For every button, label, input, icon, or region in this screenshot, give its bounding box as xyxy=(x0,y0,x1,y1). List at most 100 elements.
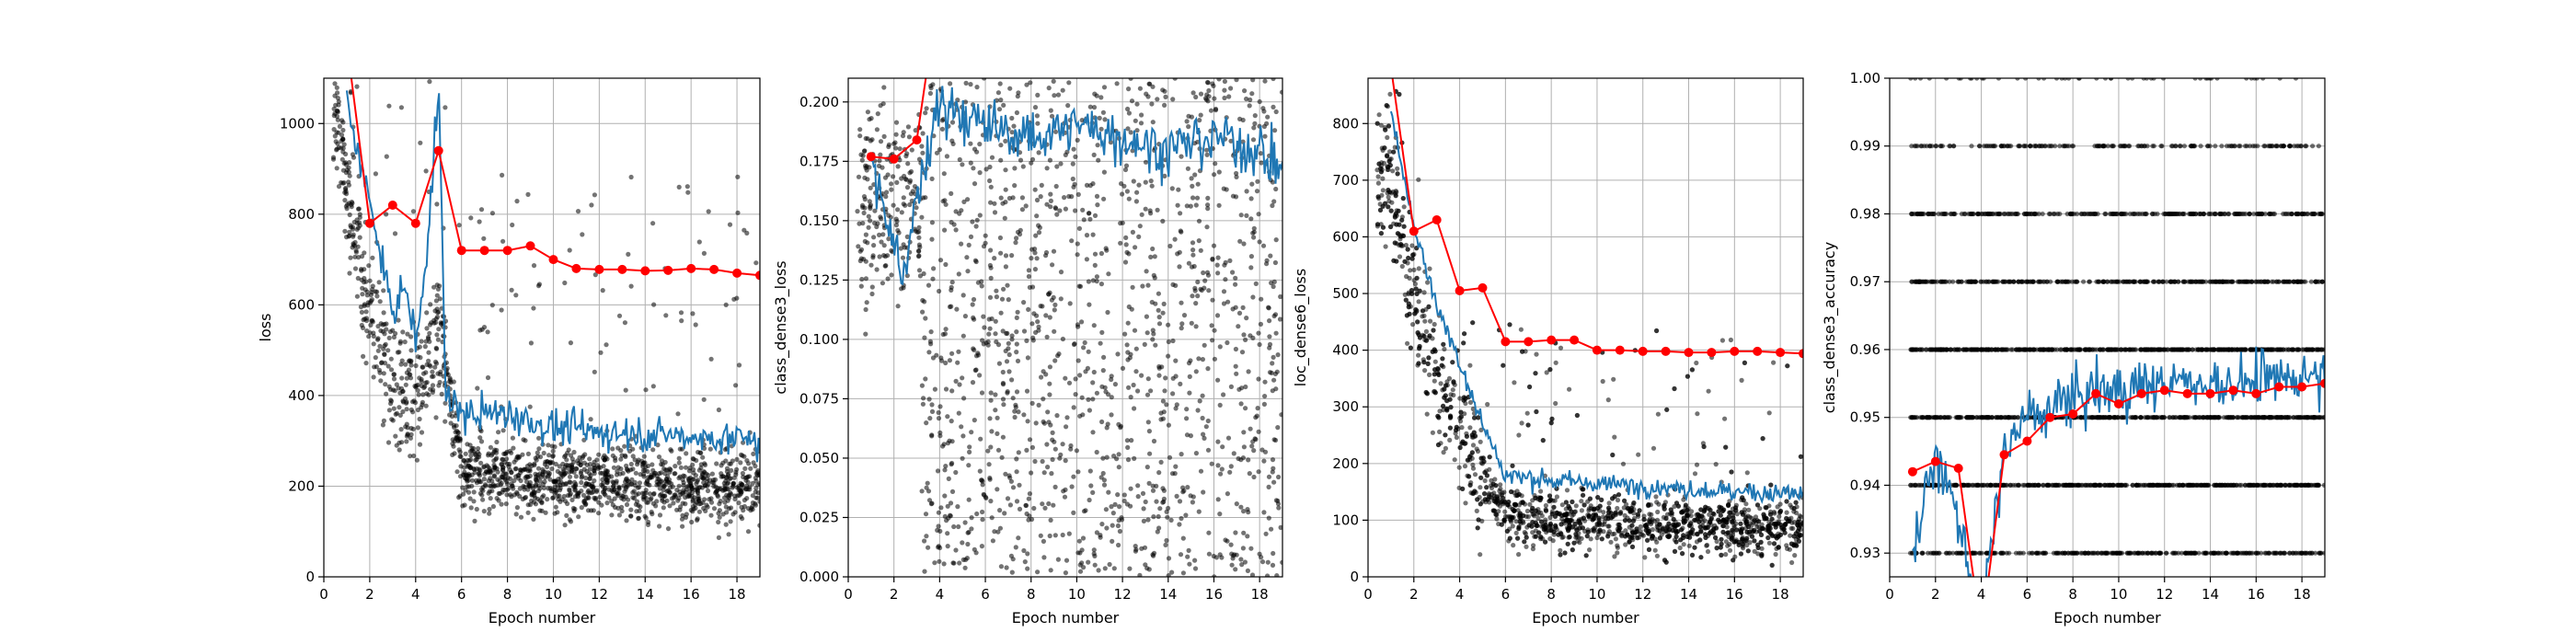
scatter-point xyxy=(506,464,512,469)
scatter-point xyxy=(1151,331,1156,337)
scatter-point xyxy=(1124,189,1130,194)
scatter-point xyxy=(1238,213,1244,218)
scatter-point xyxy=(1032,250,1038,256)
scatter-point xyxy=(1195,181,1201,187)
y-tick-label: 1000 xyxy=(280,115,315,132)
scatter-point xyxy=(1401,224,1407,229)
scatter-point xyxy=(1706,388,1711,394)
scatter-point xyxy=(1714,538,1719,545)
scatter-point xyxy=(704,471,709,477)
scatter-point xyxy=(1209,323,1214,328)
scatter-point xyxy=(1206,288,1212,293)
scatter-point xyxy=(755,490,760,496)
scatter-point xyxy=(408,431,414,437)
scatter-point xyxy=(1162,88,1167,94)
scatter-point xyxy=(521,437,526,443)
scatter-point xyxy=(1015,94,1020,99)
scatter-point xyxy=(697,450,703,455)
scatter-point xyxy=(1104,454,1110,460)
x-tick-label: 0 xyxy=(844,586,853,603)
scatter-point xyxy=(370,283,375,289)
scatter-point xyxy=(588,417,593,422)
scatter-point xyxy=(1524,535,1529,540)
scatter-point xyxy=(510,435,516,441)
scatter-point xyxy=(1046,500,1052,507)
scatter-point xyxy=(1031,505,1037,512)
scatter-point xyxy=(575,492,581,498)
scatter-point xyxy=(1030,338,1036,343)
scatter-point xyxy=(1073,376,1078,382)
scatter-point xyxy=(1123,242,1129,247)
scatter-point xyxy=(1543,517,1548,523)
scatter-point xyxy=(1467,425,1473,431)
scatter-point xyxy=(580,455,585,461)
scatter-point xyxy=(1259,160,1264,166)
scatter-point xyxy=(973,550,979,556)
scatter-point xyxy=(1524,410,1530,416)
scatter-point xyxy=(681,473,686,478)
scatter-point xyxy=(1221,392,1226,397)
scatter-point xyxy=(1087,468,1093,474)
scatter-point xyxy=(1559,502,1565,508)
scatter-point xyxy=(1262,78,1268,84)
scatter-point xyxy=(567,469,572,475)
scatter-point xyxy=(728,461,733,466)
scatter-point xyxy=(1052,446,1058,452)
scatter-point xyxy=(1156,469,1162,476)
scatter-point xyxy=(1558,547,1563,553)
x-tick-label: 16 xyxy=(683,586,700,603)
scatter-point xyxy=(920,309,926,315)
scatter-point xyxy=(1374,222,1381,227)
scatter-point xyxy=(920,150,926,155)
scatter-point xyxy=(668,485,673,490)
scatter-point xyxy=(1003,167,1008,173)
scatter-point xyxy=(378,328,384,334)
scatter-point xyxy=(1272,371,1278,376)
scatter-point xyxy=(953,378,959,384)
scatter-point xyxy=(875,111,880,117)
scatter-point xyxy=(1112,382,1118,387)
scatter-point xyxy=(1187,561,1192,567)
scatter-point xyxy=(971,346,976,351)
scatter-point xyxy=(1227,258,1233,263)
scatter-point xyxy=(700,500,706,505)
scatter-point xyxy=(553,504,558,510)
scatter-point xyxy=(1049,470,1054,477)
scatter-point xyxy=(514,505,521,511)
scatter-point xyxy=(1257,239,1262,245)
scatter-point xyxy=(1474,508,1479,514)
scatter-point xyxy=(487,511,492,516)
scatter-point xyxy=(1126,110,1132,116)
scatter-point xyxy=(1401,204,1407,210)
scatter-point xyxy=(1262,133,1268,139)
scatter-point xyxy=(1098,126,1104,132)
scatter-point xyxy=(1134,101,1140,107)
scatter-point xyxy=(1573,503,1579,509)
scatter-point xyxy=(1148,254,1154,259)
scatter-point xyxy=(1139,373,1144,378)
scatter-point xyxy=(1234,501,1239,507)
scatter-point xyxy=(669,448,674,454)
scatter-point xyxy=(1199,287,1204,293)
scatter-point xyxy=(456,223,462,228)
scatter-point xyxy=(1225,491,1230,497)
scatter-point xyxy=(393,330,398,337)
scatter-point xyxy=(1044,201,1050,207)
scatter-point xyxy=(1516,552,1522,558)
scatter-point xyxy=(397,447,402,453)
scatter-point xyxy=(423,403,429,408)
scatter-point xyxy=(1053,183,1059,190)
scatter-point xyxy=(499,480,504,486)
scatter-point xyxy=(1014,389,1020,395)
scatter-point xyxy=(1438,381,1443,386)
scatter-point xyxy=(1248,546,1254,551)
scatter-point xyxy=(477,435,483,441)
scatter-point xyxy=(529,498,535,504)
scatter-point xyxy=(650,500,656,506)
scatter-point xyxy=(1230,193,1236,199)
scatter-point xyxy=(648,474,654,479)
scatter-point xyxy=(1052,533,1058,538)
scatter-point xyxy=(1087,302,1092,307)
scatter-point xyxy=(557,464,562,469)
scatter-point xyxy=(335,58,339,63)
